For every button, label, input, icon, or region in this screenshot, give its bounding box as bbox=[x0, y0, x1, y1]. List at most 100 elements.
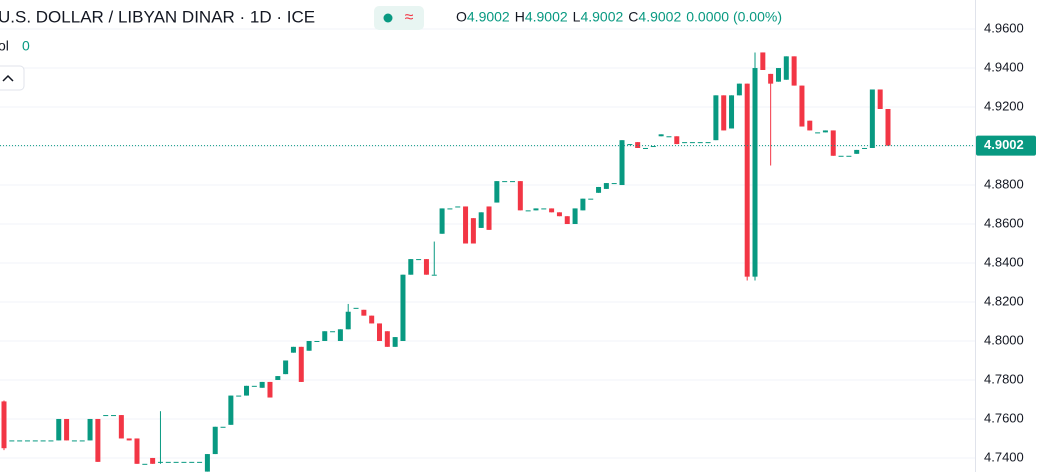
y-tick-label: 4.9400 bbox=[984, 59, 1024, 74]
candle-body bbox=[525, 210, 531, 212]
candle-body bbox=[275, 376, 281, 380]
candle-body bbox=[689, 142, 695, 144]
candle-body bbox=[369, 315, 375, 324]
y-tick-label: 4.7800 bbox=[984, 371, 1024, 386]
collapse-icon bbox=[2, 74, 14, 82]
candle-body bbox=[384, 331, 390, 347]
candle-body bbox=[752, 68, 758, 277]
candle-body bbox=[744, 83, 750, 277]
candle-body bbox=[134, 438, 140, 464]
y-tick-label: 4.8600 bbox=[984, 215, 1024, 230]
chart-title: U.S. DOLLAR / LIBYAN DINAR · 1D · ICE bbox=[0, 7, 315, 26]
candle-body bbox=[173, 461, 179, 463]
candle-body bbox=[658, 134, 664, 137]
candle-body bbox=[533, 208, 539, 211]
candle-body bbox=[478, 212, 484, 228]
candle-body bbox=[650, 146, 656, 148]
delay-icon: ≈ bbox=[405, 9, 414, 26]
collapse-button[interactable] bbox=[0, 65, 25, 91]
last-price-box bbox=[976, 135, 1036, 156]
candle-body bbox=[408, 259, 414, 275]
candle-body bbox=[799, 85, 805, 127]
candle-body bbox=[330, 331, 336, 333]
candle-body bbox=[455, 206, 461, 208]
candle-body bbox=[885, 108, 891, 146]
candle-body bbox=[290, 346, 296, 353]
candle-body bbox=[463, 206, 469, 244]
candle-body bbox=[189, 461, 195, 463]
candle-body bbox=[244, 385, 250, 396]
candle-body bbox=[416, 259, 422, 261]
candle-body bbox=[486, 206, 492, 230]
candle-body bbox=[95, 418, 101, 462]
candle-body bbox=[783, 56, 789, 80]
candle-body bbox=[596, 186, 602, 193]
ohlc-change: 0.0000 (0.00%) bbox=[686, 9, 782, 25]
last-price-label: 4.9002 bbox=[984, 137, 1024, 152]
candle-body bbox=[572, 208, 578, 225]
candle-body bbox=[588, 198, 594, 200]
ohlc-value: 4.9002 bbox=[580, 9, 623, 25]
grid bbox=[0, 28, 975, 459]
y-tick-label: 4.8000 bbox=[984, 332, 1024, 347]
candle-body bbox=[40, 440, 46, 442]
candle-body bbox=[431, 274, 437, 276]
candle-body bbox=[697, 142, 703, 144]
candle-body bbox=[400, 274, 406, 341]
candle-body bbox=[165, 461, 171, 463]
ohlc-key: H bbox=[515, 9, 525, 25]
candles bbox=[1, 52, 891, 472]
candle-body bbox=[345, 311, 351, 330]
candle-body bbox=[298, 346, 304, 382]
candle-body bbox=[564, 216, 570, 225]
candle-body bbox=[580, 198, 586, 211]
candle-body bbox=[642, 147, 648, 149]
y-tick-label: 4.9600 bbox=[984, 20, 1024, 35]
candle-body bbox=[869, 89, 875, 148]
candle-body bbox=[71, 440, 77, 442]
candle-body bbox=[9, 440, 15, 442]
candle-body bbox=[212, 426, 218, 455]
candle-body bbox=[768, 73, 774, 84]
ohlc-key: C bbox=[628, 9, 638, 25]
candle-body bbox=[79, 440, 85, 442]
ohlc-key: L bbox=[573, 9, 581, 25]
candle-body bbox=[181, 461, 187, 463]
ohlc-value: 4.9002 bbox=[467, 9, 510, 25]
candle-body bbox=[439, 208, 445, 234]
candle-body bbox=[541, 208, 547, 210]
y-tick-label: 4.7400 bbox=[984, 449, 1024, 464]
candle-body bbox=[103, 415, 109, 417]
candle-body bbox=[611, 183, 617, 185]
candle-body bbox=[760, 52, 766, 70]
candle-body bbox=[32, 440, 38, 442]
candle-body bbox=[251, 385, 257, 387]
candle-body bbox=[197, 461, 203, 463]
candle-body bbox=[204, 454, 210, 472]
volume-value: 0 bbox=[22, 38, 30, 54]
candle-body bbox=[736, 83, 742, 96]
candle-body bbox=[56, 418, 62, 441]
candle-body bbox=[619, 140, 625, 186]
candle-body bbox=[142, 463, 148, 465]
candle-body bbox=[509, 181, 515, 183]
candle-body bbox=[682, 142, 688, 144]
candle-body bbox=[674, 136, 680, 145]
candle-body bbox=[517, 181, 523, 211]
overlay: U.S. DOLLAR / LIBYAN DINAR · 1D · ICE ≈ … bbox=[0, 6, 782, 91]
candle-body bbox=[775, 68, 781, 82]
candle-body bbox=[791, 56, 797, 86]
candle-body bbox=[377, 323, 383, 341]
candle-body bbox=[392, 337, 398, 347]
candle-body bbox=[118, 415, 124, 439]
ohlc-value: 4.9002 bbox=[525, 9, 568, 25]
candle-body bbox=[306, 340, 312, 351]
y-tick-label: 4.9200 bbox=[984, 98, 1024, 113]
candle-body bbox=[862, 147, 868, 149]
candle-body bbox=[126, 438, 132, 441]
candle-body bbox=[830, 130, 836, 156]
candle-body bbox=[447, 208, 453, 210]
candle-body bbox=[228, 395, 234, 425]
